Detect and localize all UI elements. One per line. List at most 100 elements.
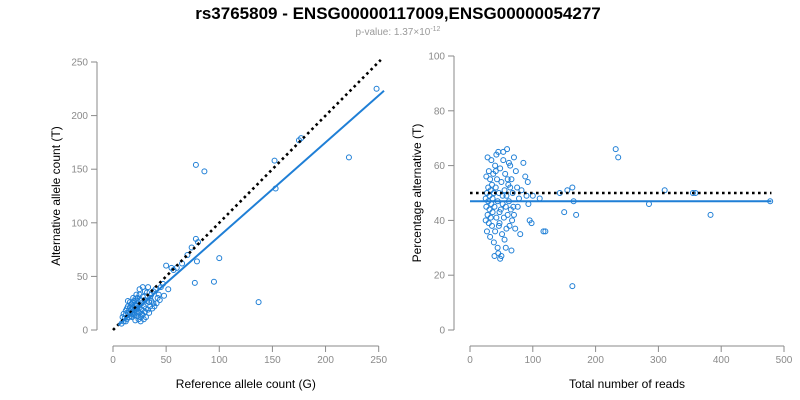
panel2-data-point [500, 157, 507, 164]
panel2-data-point [569, 184, 576, 191]
panel1-x-axis-label: Reference allele count (G) [176, 377, 316, 391]
panel1-x-tick-label: 100 [211, 355, 228, 366]
panel2-data-point [492, 168, 499, 175]
panel2-data-point [496, 220, 503, 227]
panel2-data-point [491, 203, 498, 210]
panel2-data-point [498, 179, 505, 186]
panel2-data-point [499, 192, 506, 199]
panel2-data-point [491, 253, 498, 260]
percentage-alternative-scatter-panel: 0 20 40 60 80 100 0 100 200 300 400 500 Total number… [410, 52, 793, 392]
panel1-fit-line [117, 90, 385, 327]
panel1-data-point [168, 264, 175, 271]
panel2-data-point [524, 179, 531, 186]
panel2-y-tick-label: 20 [434, 271, 446, 282]
panel2-x-tick-label: 0 [467, 355, 473, 366]
panel2-data-point [520, 159, 527, 166]
p-value-exponent: -12 [430, 26, 440, 33]
panel2-y-tick-label: 0 [439, 326, 445, 337]
panel2-x-tick-label: 100 [524, 355, 541, 366]
panel1-y-axis-label: Alternative allele count (T) [49, 126, 63, 265]
panel2-data-point [483, 203, 490, 210]
panel1-data-point [295, 137, 302, 144]
panel2-y-axis-label: Percentage alternative (T) [410, 124, 424, 263]
panel1-data-point [157, 284, 164, 291]
panel1-data-point [193, 258, 200, 265]
panel2-data-point [502, 244, 509, 251]
panel2-data-point [493, 151, 500, 158]
panel2-data-point [497, 255, 504, 262]
panel1-data-point [145, 306, 152, 313]
panel2-data-point [512, 225, 519, 232]
panel2-data-point [487, 176, 494, 183]
panel2-data-point [689, 190, 696, 196]
panel2-data-point [485, 168, 492, 175]
panel2-data-point [522, 173, 529, 180]
allele-count-scatter-panel: 0 50 100 150 200 250 0 50 100 150 200 250 Reference … [49, 58, 387, 392]
panel2-x-tick-label: 500 [776, 355, 793, 366]
panel1-x-tick-label: 150 [264, 355, 281, 366]
panel1-data-point [151, 303, 158, 310]
panel2-data-point [506, 222, 513, 229]
panel2-data-point [489, 209, 496, 216]
panel2-data-point [492, 228, 499, 235]
panel1-data-point [192, 161, 199, 168]
panel1-data-point [120, 310, 127, 317]
panel1-data-point [373, 85, 380, 92]
panel1-data-point [161, 292, 168, 299]
panel2-data-point [514, 203, 521, 210]
panel2-data-point [507, 162, 514, 169]
panel1-data-point [146, 309, 153, 316]
panel1-y-tick-label: 250 [71, 58, 88, 69]
panel1-data-point [216, 255, 223, 262]
panel2-data-point [503, 225, 510, 232]
panel2-data-point [504, 146, 511, 153]
panel1-data-point [165, 286, 172, 293]
panel2-x-tick-label: 300 [650, 355, 667, 366]
panel2-data-point [486, 206, 493, 213]
panel2-data-point [569, 283, 576, 290]
panel2-data-point [483, 228, 490, 235]
p-value-text: p-value: 1.37×10 [356, 27, 431, 38]
panel2-data-point [488, 222, 495, 229]
panel2-data-point [499, 231, 506, 238]
panel1-data-point [345, 154, 352, 161]
panel2-data-point [504, 176, 511, 183]
panel1-y-tick-label: 150 [71, 165, 88, 176]
panel1-x-tick-label: 50 [161, 355, 173, 366]
panel2-data-point [542, 228, 549, 235]
panel1-data-point [134, 294, 141, 301]
panel2-data-point [490, 239, 497, 246]
panel1-data-point [255, 299, 262, 306]
panel1-data-point [133, 291, 140, 298]
panel1-data-point [184, 251, 191, 258]
panel1-data-point [147, 294, 154, 301]
panel2-data-point [504, 211, 511, 218]
panel2-data-point [510, 154, 517, 161]
panel2-data-point [526, 217, 533, 224]
panel2-data-point [494, 176, 501, 183]
panel2-data-point [517, 231, 524, 238]
panel2-data-point [661, 187, 668, 194]
panel2-data-point [561, 209, 568, 216]
panel1-data-point [201, 168, 208, 175]
panel2-data-point [487, 214, 494, 221]
panel1-data-point [191, 279, 198, 286]
panel1-y-tick-label: 50 [77, 272, 89, 283]
panel2-data-point [540, 228, 547, 235]
panel1-x-tick-label: 0 [110, 355, 116, 366]
panel2-y-tick-label: 40 [434, 216, 446, 227]
panel1-y-tick-label: 0 [82, 326, 88, 337]
panel2-data-point [509, 217, 516, 224]
panel2-data-point [508, 247, 515, 254]
panel2-data-point [501, 187, 508, 194]
panel1-data-point [156, 296, 163, 303]
panel2-data-point [493, 214, 500, 221]
panel2-data-point [507, 184, 514, 191]
panel2-data-point [497, 206, 504, 213]
panel2-data-point [573, 211, 580, 218]
panel2-data-point [484, 154, 491, 161]
panel2-data-point [500, 148, 507, 155]
panel2-data-point [482, 217, 489, 224]
panel1-data-point [124, 298, 131, 305]
